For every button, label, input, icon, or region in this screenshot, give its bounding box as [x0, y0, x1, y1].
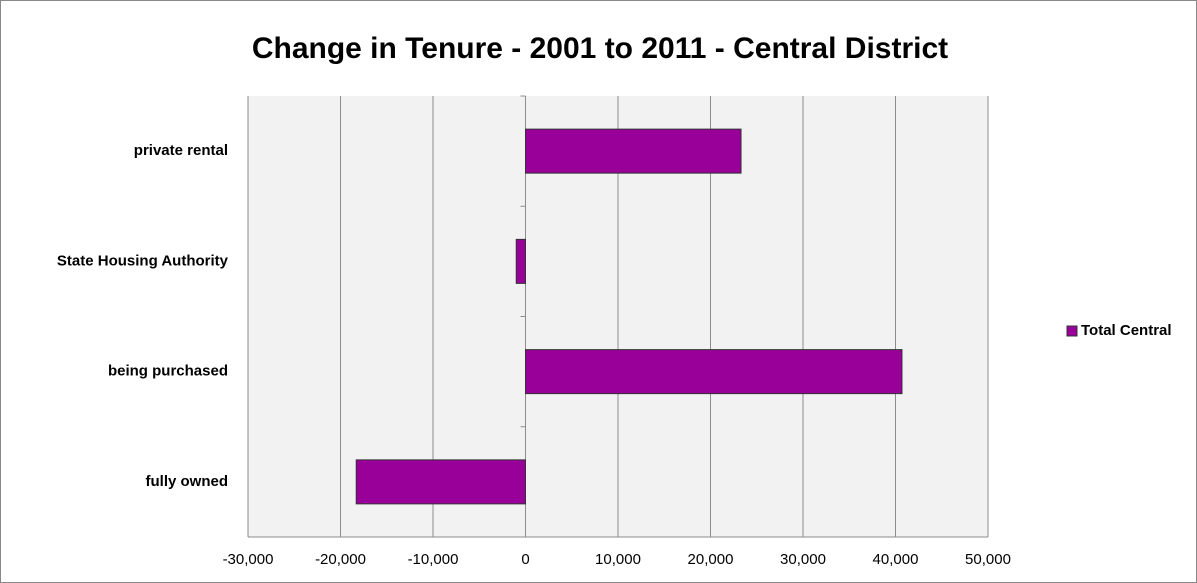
x-tick-label: 0 — [521, 551, 529, 568]
bar — [525, 349, 903, 395]
x-tick-label: 10,000 — [595, 551, 641, 568]
x-tick-label: -10,000 — [408, 551, 459, 568]
x-tick-label: -20,000 — [315, 551, 366, 568]
bar — [515, 238, 526, 284]
x-tick-label: 40,000 — [873, 551, 919, 568]
y-tick-label: State Housing Authority — [57, 252, 229, 269]
legend-swatch — [1066, 325, 1078, 337]
bar — [355, 459, 526, 505]
y-tick-label: fully owned — [146, 473, 229, 490]
x-tick-label: 20,000 — [688, 551, 734, 568]
y-tick-label: private rental — [134, 142, 228, 159]
legend-label: Total Central — [1081, 322, 1172, 339]
bar — [525, 128, 742, 174]
x-tick-label: 50,000 — [965, 551, 1011, 568]
x-tick-label: -30,000 — [223, 551, 274, 568]
chart-title: Change in Tenure - 2001 to 2011 - Centra… — [252, 32, 948, 65]
y-tick-label: being purchased — [108, 363, 228, 380]
x-tick-label: 30,000 — [780, 551, 826, 568]
